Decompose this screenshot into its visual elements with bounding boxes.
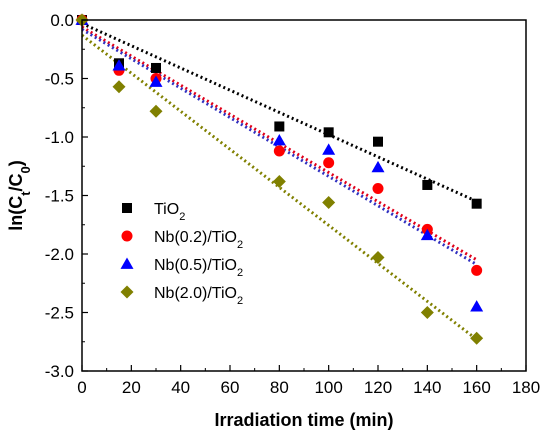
series-4-point <box>420 306 434 319</box>
series-3-fit-line <box>81 28 478 266</box>
series-2-point <box>273 145 285 157</box>
series-4-point <box>112 80 126 94</box>
y-tick-label: 0.0 <box>50 11 74 30</box>
series-1-fit-line <box>81 22 478 203</box>
plot-frame <box>81 19 527 372</box>
x-tick-label: 120 <box>364 378 392 397</box>
y-axis-title-pre: ln(C <box>6 196 26 231</box>
series-4-point <box>272 174 286 188</box>
y-axis-title: ln(Ct/C0) <box>6 160 33 231</box>
series-4-fit-line <box>81 34 478 341</box>
series-4-point <box>322 196 336 210</box>
series-2-point <box>372 182 384 194</box>
series-3-point <box>470 300 484 312</box>
y-axis-title-post: ) <box>6 160 26 166</box>
series-1-point <box>471 198 482 209</box>
x-tick-label: 80 <box>270 378 289 397</box>
x-axis-title: Irradiation time (min) <box>214 410 393 430</box>
series-2-point <box>323 157 335 169</box>
y-axis-title-mid: /C <box>6 173 26 191</box>
series-1-point <box>274 121 285 132</box>
series-2-fit-line <box>81 25 478 262</box>
y-tick-label: -1.0 <box>45 128 74 147</box>
series-3-point <box>149 75 163 87</box>
series-4-point <box>371 251 385 265</box>
y-axis-title-sub2: 0 <box>18 166 33 173</box>
series-3-point <box>272 134 286 146</box>
x-tick-label: 180 <box>512 378 540 397</box>
legend-marker-3 <box>120 257 134 269</box>
y-tick-label: -3.0 <box>45 362 74 381</box>
legend: TiO2 Nb(0.2)/TiO2 Nb(0.5)/TiO2 Nb(2.0)/TiO2 <box>120 201 243 307</box>
x-tick-label: 0 <box>77 378 86 397</box>
y-axis-title-sub1: t <box>18 191 33 196</box>
fit-lines <box>81 22 478 341</box>
x-tick-label: 100 <box>314 378 342 397</box>
x-tick-label: 20 <box>122 378 141 397</box>
x-tick-label: 160 <box>462 378 490 397</box>
series-3-point <box>420 228 434 241</box>
series-1-point <box>422 179 433 190</box>
series-3-point <box>371 160 385 173</box>
series-4-point <box>470 331 484 345</box>
legend-label-1: TiO2 <box>154 201 185 223</box>
x-tick-label: 40 <box>171 378 190 397</box>
data-points <box>75 13 484 345</box>
series-4-point <box>149 104 163 118</box>
series-2-point <box>471 264 483 276</box>
y-tick-label: -1.5 <box>45 187 74 206</box>
series-3-point <box>322 143 336 155</box>
axis-ticks: 0 20 40 60 80 100 120 140 160 180 0.0 -0.5 -1.0 -1.5 -… <box>45 11 540 397</box>
series-1-point <box>323 127 334 138</box>
legend-label-2: Nb(0.2)/TiO2 <box>154 229 243 251</box>
legend-marker-2 <box>121 230 133 242</box>
legend-label-4: Nb(2.0)/TiO2 <box>154 285 243 307</box>
x-tick-label: 60 <box>221 378 240 397</box>
series-1-point <box>151 62 161 73</box>
x-tick-label: 140 <box>413 378 441 397</box>
series-1-point <box>373 136 383 147</box>
legend-label-3: Nb(0.5)/TiO2 <box>154 257 243 279</box>
legend-marker-1 <box>122 203 132 213</box>
series-3-point <box>112 59 126 71</box>
legend-marker-4 <box>120 285 134 299</box>
y-tick-label: -2.0 <box>45 245 74 264</box>
y-tick-label: -2.5 <box>45 304 74 323</box>
y-tick-label: -0.5 <box>45 70 74 89</box>
